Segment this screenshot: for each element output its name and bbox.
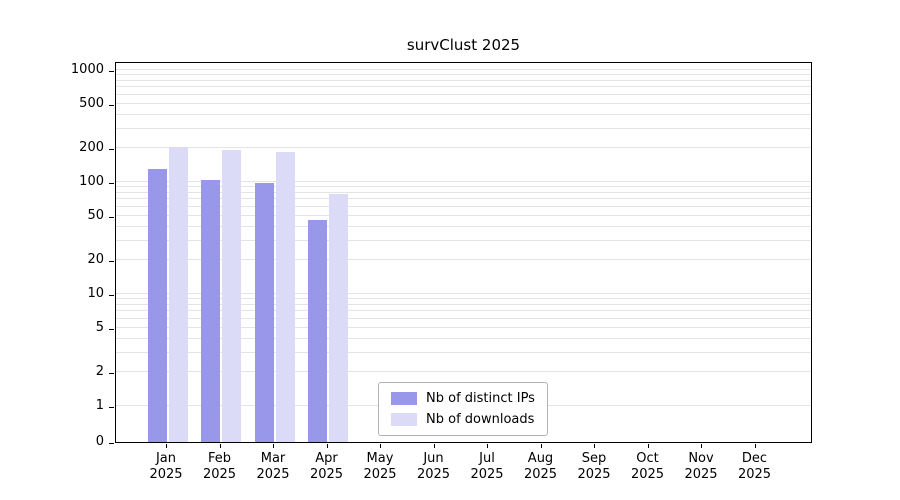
legend-label-downloads: Nb of downloads (426, 412, 535, 427)
x-tick-mark (219, 444, 221, 448)
gridline-60 (116, 205, 811, 207)
y-tick-label: 1 (95, 398, 104, 413)
x-tick-label: May 2025 (363, 451, 397, 482)
legend-label-distinct-ips: Nb of distinct IPs (426, 391, 535, 406)
x-tick-label: Jul 2025 (470, 451, 504, 482)
gridline-20 (116, 259, 811, 261)
x-tick-mark (754, 444, 756, 448)
legend-item-distinct-ips: Nb of distinct IPs (391, 391, 535, 406)
y-tick-label: 10 (87, 286, 104, 301)
y-tick-label: 2 (95, 364, 104, 380)
bar-distinct-ips-apr (308, 219, 327, 442)
y-tick-label: 20 (87, 252, 104, 268)
y-tick-mark (109, 407, 114, 408)
y-tick-label: 500 (79, 95, 104, 111)
gridline-80 (116, 191, 811, 193)
x-tick-mark (433, 444, 435, 448)
y-tick-label: 50 (87, 207, 104, 223)
gridline-40 (116, 225, 811, 227)
legend-item-downloads: Nb of downloads (391, 412, 535, 427)
gridline-90 (116, 186, 811, 188)
y-tick-mark (109, 328, 114, 330)
x-tick-mark (273, 444, 274, 448)
bar-downloads-mar (275, 151, 295, 442)
x-tick-label: Nov 2025 (684, 451, 718, 482)
y-tick-mark (109, 443, 114, 444)
legend: Nb of distinct IPs Nb of downloads (378, 382, 548, 436)
x-tick-mark (594, 444, 595, 448)
gridline-300 (116, 127, 811, 129)
gridline-5 (116, 326, 811, 328)
x-tick-mark (487, 444, 488, 448)
gridline-3 (116, 351, 811, 353)
gridline-6 (116, 317, 811, 319)
bar-distinct-ips-jan (147, 169, 167, 442)
chart-title: survClust 2025 (406, 36, 521, 54)
y-tick-label: 0 (95, 434, 104, 449)
gridline-1000 (116, 69, 811, 70)
gridline-70 (116, 198, 811, 200)
x-tick-mark (701, 444, 702, 448)
y-tick-label: 5 (95, 319, 104, 335)
gridline-30 (116, 239, 811, 241)
gridline-800 (116, 79, 811, 81)
bar-distinct-ips-feb (201, 179, 220, 442)
legend-swatch-distinct-ips (391, 392, 417, 405)
y-tick-mark (109, 295, 114, 296)
gridline-600 (116, 93, 811, 95)
bar-downloads-jan (168, 147, 188, 442)
plot-area: Nb of distinct IPs Nb of downloads (115, 62, 812, 443)
x-tick-label: Jan 2025 (149, 451, 183, 482)
bar-distinct-ips-mar (254, 183, 274, 442)
y-tick-label: 100 (79, 174, 104, 189)
gridline-400 (116, 113, 811, 115)
gridline-10 (116, 293, 811, 294)
x-tick-label: Dec 2025 (737, 451, 772, 482)
x-tick-mark (380, 444, 381, 448)
x-tick-mark (166, 444, 167, 448)
gridline-100 (116, 181, 811, 182)
x-tick-mark (326, 444, 328, 448)
bar-downloads-feb (222, 150, 241, 442)
gridline-9 (116, 298, 811, 300)
x-tick-mark (540, 444, 542, 448)
gridline-50 (116, 214, 811, 216)
gridline-700 (116, 86, 811, 88)
x-tick-label: Oct 2025 (630, 451, 665, 482)
y-tick-mark (109, 71, 114, 72)
x-tick-label: Mar 2025 (256, 451, 290, 482)
bar-downloads-apr (329, 194, 348, 442)
y-tick-mark (109, 216, 114, 218)
gridline-500 (116, 102, 811, 104)
gridline-8 (116, 303, 811, 305)
gridline-200 (116, 147, 811, 149)
y-tick-mark (109, 104, 114, 106)
legend-swatch-downloads (391, 413, 417, 426)
y-tick-label: 200 (79, 140, 104, 156)
x-tick-label: Aug 2025 (523, 451, 558, 482)
gridline-2 (116, 371, 811, 373)
y-tick-mark (109, 149, 114, 151)
gridline-7 (116, 310, 811, 312)
y-tick-mark (109, 183, 114, 184)
gridline-4 (116, 337, 811, 339)
x-tick-label: Sep 2025 (577, 451, 611, 482)
y-tick-mark (109, 373, 114, 375)
gridline-900 (116, 74, 811, 76)
x-tick-mark (647, 444, 649, 448)
x-tick-label: Jun 2025 (416, 451, 451, 482)
y-tick-mark (109, 261, 114, 263)
x-tick-label: Feb 2025 (202, 451, 237, 482)
y-tick-label: 1000 (70, 62, 104, 77)
x-tick-label: Apr 2025 (309, 451, 344, 482)
